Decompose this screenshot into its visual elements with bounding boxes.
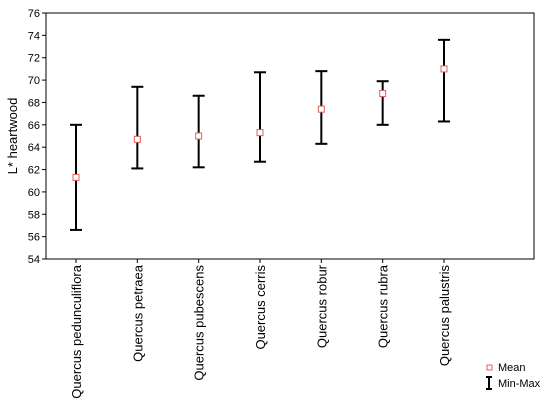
x-tick-label: Quercus palustris [437, 265, 452, 367]
legend-mean-marker [486, 364, 493, 371]
y-tick-label: 64 [28, 142, 40, 154]
legend-mean-label: Mean [498, 362, 526, 374]
y-tick-label: 60 [28, 187, 40, 199]
mean-marker [440, 65, 448, 73]
plot-frame [45, 12, 535, 260]
mean-marker [133, 135, 141, 143]
whisker [131, 85, 144, 170]
y-tick-label: 70 [28, 75, 40, 87]
y-tick-label: 58 [28, 209, 40, 221]
whisker [254, 71, 266, 163]
x-axis: Quercus pedunculiflora Quercus petraea Que… [69, 259, 452, 399]
y-tick-label: 62 [28, 165, 40, 177]
mean-marker [256, 129, 264, 137]
y-tick-label: 74 [28, 30, 40, 42]
whisker [438, 38, 450, 123]
legend-minmax-label: Min-Max [498, 378, 541, 390]
y-tick-label: 66 [28, 120, 40, 132]
mean-marker [195, 132, 203, 140]
x-tick-label: Quercus cerris [253, 265, 268, 350]
x-tick-label: Quercus pedunculiflora [69, 264, 84, 398]
y-tick-label: 76 [28, 8, 40, 20]
y-tick-label: 54 [28, 254, 40, 266]
mean-marker [72, 173, 80, 181]
whisker [376, 80, 389, 126]
whisker [192, 94, 205, 169]
legend-minmax-icon [486, 376, 492, 390]
y-axis: 54 56 58 60 62 64 66 68 70 72 74 76 [28, 8, 46, 266]
y-tick-label: 72 [28, 53, 40, 65]
x-tick-label: Quercus petraea [130, 264, 145, 362]
y-axis-label: L* heartwood [5, 98, 20, 175]
y-tick-label: 68 [28, 97, 40, 109]
mean-marker [379, 90, 387, 98]
y-tick-label: 56 [28, 232, 40, 244]
x-tick-label: Quercus robur [314, 264, 329, 348]
series-mean [72, 65, 448, 181]
legend: Mean Min-Max [486, 362, 541, 390]
x-tick-label: Quercus pubescens [192, 265, 207, 381]
mean-marker [317, 105, 325, 113]
x-tick-label: Quercus rubra [376, 264, 391, 348]
